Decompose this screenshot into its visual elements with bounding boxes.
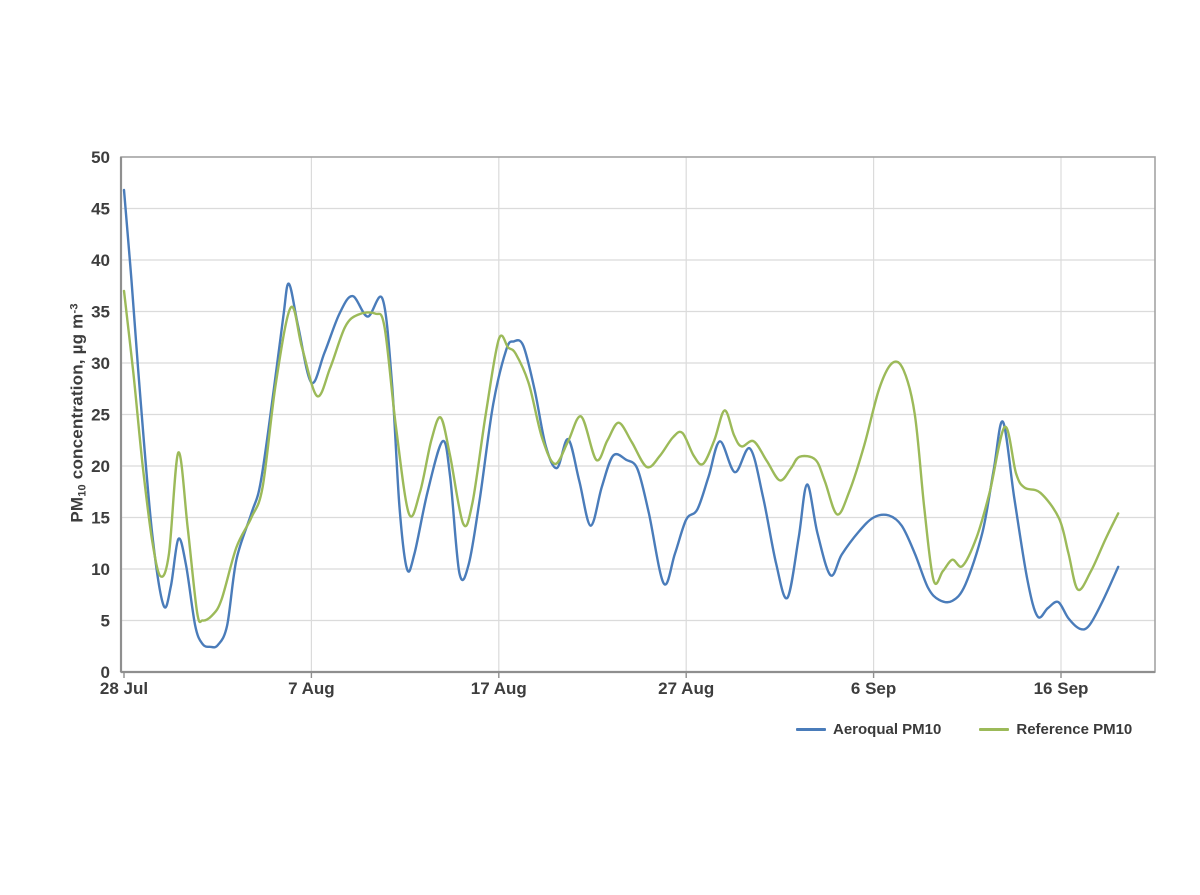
y-axis-title-rest: concentration, µg m	[67, 313, 87, 485]
aeroqual-series-line	[122, 188, 1120, 649]
reference-line-swatch	[979, 728, 1010, 731]
y-axis-title: PM10 concentration, µg m-3	[68, 303, 89, 522]
legend: Aeroqual PM10 Reference PM10	[796, 721, 1132, 738]
y-tick-label: 15	[91, 509, 110, 528]
y-tick-label: 5	[101, 612, 110, 631]
y-tick-label: 35	[91, 303, 110, 322]
legend-item-reference: Reference PM10	[979, 721, 1132, 738]
y-tick-label: 30	[91, 354, 110, 373]
y-axis-title-subscript: 10	[76, 484, 89, 497]
x-tick-label: 28 Jul	[100, 679, 148, 698]
x-tick-label: 17 Aug	[471, 679, 527, 698]
y-tick-label: 45	[91, 200, 110, 219]
y-tick-label: 50	[91, 148, 110, 167]
aeroqual-legend-label: Aeroqual PM10	[833, 721, 942, 738]
y-tick-label: 10	[91, 560, 110, 579]
legend-item-aeroqual: Aeroqual PM10	[796, 721, 941, 738]
y-axis-title-pm: PM	[67, 496, 87, 523]
x-tick-label: 27 Aug	[658, 679, 714, 698]
x-tick-label: 7 Aug	[288, 679, 335, 698]
aeroqual-line-swatch	[796, 728, 826, 731]
x-tick-label: 16 Sep	[1034, 679, 1089, 698]
y-tick-label: 40	[91, 251, 110, 270]
reference-legend-label: Reference PM10	[1016, 721, 1133, 738]
y-tick-label: 0	[101, 663, 110, 682]
y-tick-label: 20	[91, 457, 110, 476]
y-tick-label: 25	[91, 406, 110, 425]
x-tick-label: 6 Sep	[851, 679, 896, 698]
reference-series-line	[122, 289, 1120, 624]
y-axis-title-superscript: -3	[68, 303, 81, 314]
